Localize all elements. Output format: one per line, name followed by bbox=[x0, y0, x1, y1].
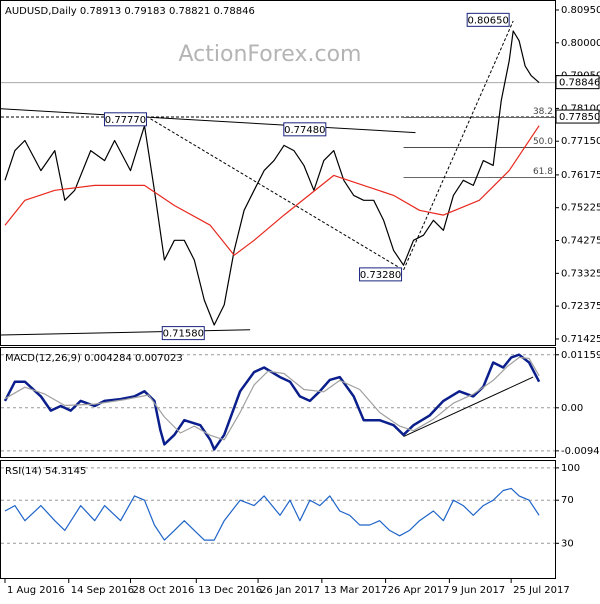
annotation-box bbox=[103, 112, 147, 127]
y-tick-label: 0.72375 bbox=[561, 301, 600, 312]
price-panel bbox=[0, 0, 556, 346]
trendline bbox=[403, 376, 534, 438]
y-tick-label: 0.75225 bbox=[561, 203, 600, 214]
support-box bbox=[555, 109, 600, 124]
series-line bbox=[4, 356, 540, 441]
y-tick-label: 0.00 bbox=[561, 403, 583, 414]
trendline bbox=[0, 329, 251, 336]
x-tick-label: 13 Dec 2016 bbox=[198, 585, 262, 596]
y-tick-label: 0.77150 bbox=[561, 136, 600, 147]
watermark: ActionForex.com bbox=[179, 42, 362, 67]
series-line bbox=[4, 487, 540, 541]
annotation-box bbox=[283, 122, 327, 137]
support-label: 0.77850 bbox=[559, 112, 600, 123]
series-line bbox=[4, 125, 540, 256]
x-tick-label: 9 Jun 2017 bbox=[451, 585, 505, 596]
macd-panel bbox=[0, 347, 556, 458]
x-tick-label: 14 Sep 2016 bbox=[71, 585, 134, 596]
fib-label: 61.8 bbox=[533, 167, 553, 177]
y-tick-label: 70 bbox=[561, 495, 574, 506]
trendline bbox=[0, 108, 416, 134]
panel-title: RSI(14) 54.3145 bbox=[5, 466, 86, 477]
x-tick-label: 28 Oct 2016 bbox=[133, 585, 195, 596]
y-tick-label: 0.80950 bbox=[561, 5, 600, 16]
annotation-label: 0.73280 bbox=[360, 270, 401, 281]
fib-label: 50.0 bbox=[533, 137, 553, 147]
x-tick-label: 1 Aug 2016 bbox=[7, 585, 65, 596]
x-tick-label: 26 Jan 2017 bbox=[260, 585, 320, 596]
annotation-box bbox=[466, 12, 510, 27]
y-tick-label: 0.73325 bbox=[561, 268, 600, 279]
rsi-panel bbox=[0, 460, 556, 579]
annotation-box bbox=[161, 326, 205, 341]
fib-label: 38.2 bbox=[533, 107, 553, 117]
y-tick-label: 100 bbox=[561, 463, 580, 474]
y-tick-label: 30 bbox=[561, 538, 574, 549]
annotation-label: 0.80650 bbox=[467, 15, 508, 26]
annotation-box bbox=[359, 267, 403, 282]
y-tick-label: 0.80000 bbox=[561, 38, 600, 49]
y-tick-label: 0.01159 bbox=[561, 350, 600, 361]
x-tick-label: 26 Apr 2017 bbox=[388, 585, 450, 596]
last-price-label: 0.78846 bbox=[559, 78, 600, 89]
y-tick-label: 0.74275 bbox=[561, 236, 600, 247]
y-tick-label: 0.71425 bbox=[561, 334, 600, 345]
y-tick-label: 0.78100 bbox=[561, 103, 600, 114]
annotation-label: 0.77770 bbox=[105, 115, 146, 126]
panel-title: MACD(12,26,9) 0.004284 0.007023 bbox=[5, 353, 183, 364]
annotation-label: 0.77480 bbox=[284, 125, 325, 136]
panel-title: AUDUSD,Daily 0.78913 0.79183 0.78821 0.7… bbox=[5, 6, 255, 17]
y-tick-label: -0.009408 bbox=[561, 446, 600, 457]
y-tick-label: 0.76175 bbox=[561, 170, 600, 181]
series-line bbox=[4, 30, 540, 326]
x-tick-label: 25 Jul 2017 bbox=[513, 585, 570, 596]
series-line bbox=[3, 353, 541, 451]
x-tick-label: 13 Mar 2017 bbox=[324, 585, 387, 596]
last-price-box bbox=[555, 75, 600, 90]
annotation-label: 0.71580 bbox=[163, 329, 204, 340]
trendline bbox=[150, 20, 514, 271]
